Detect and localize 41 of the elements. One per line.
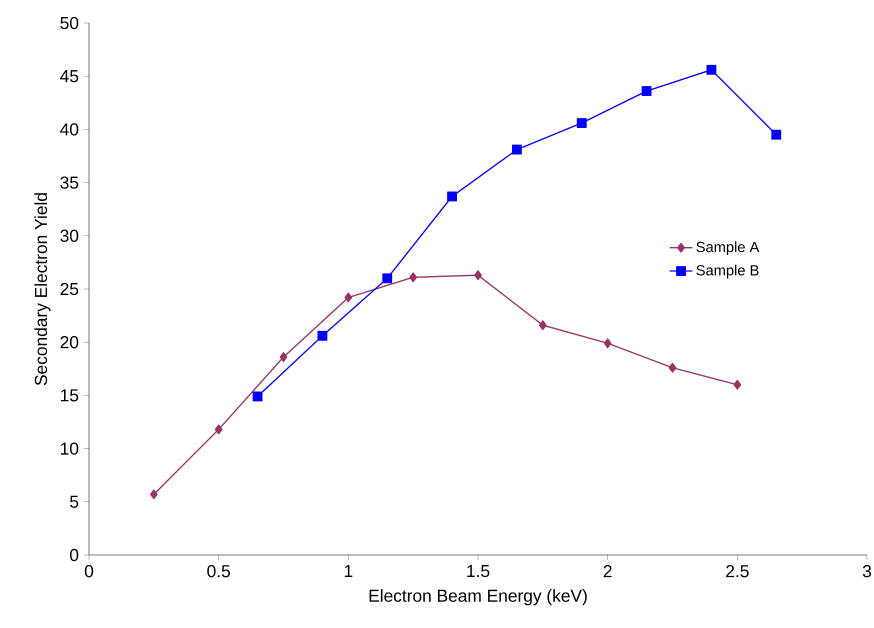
y-tick-label: 50 xyxy=(60,16,78,30)
point xyxy=(382,273,392,284)
y-tick-label: 10 xyxy=(60,442,78,455)
y-tick-label: 35 xyxy=(60,176,78,189)
point xyxy=(538,320,547,330)
point xyxy=(150,489,158,500)
point xyxy=(576,118,587,128)
point xyxy=(409,272,418,282)
point xyxy=(604,338,612,348)
legend-label: Sample B xyxy=(696,264,759,278)
x-tick-label: 0 xyxy=(84,565,94,578)
point xyxy=(642,86,652,96)
x-tick-label: 0.5 xyxy=(207,565,230,578)
y-axis-title: Secondary Electron Yield xyxy=(34,193,51,386)
point xyxy=(214,424,223,434)
y-tick-label: 15 xyxy=(60,389,78,402)
x-tick-label: 2.5 xyxy=(726,565,749,578)
legend-label: Sample A xyxy=(696,241,760,256)
y-tick-label: 40 xyxy=(60,123,78,136)
point xyxy=(252,392,263,402)
y-tick-label: 20 xyxy=(60,336,78,348)
point xyxy=(280,352,288,362)
y-tick-label: 45 xyxy=(60,70,78,82)
x-axis-title: Electron Beam Energy (keV) xyxy=(370,589,587,606)
point xyxy=(706,64,716,75)
x-tick-label: 1.5 xyxy=(467,565,490,578)
point xyxy=(771,130,782,140)
point xyxy=(447,191,458,202)
y-tick-label: 0 xyxy=(70,548,78,562)
x-tick-label: 3 xyxy=(862,565,872,578)
point xyxy=(668,362,676,373)
x-tick-label: 2 xyxy=(604,565,612,578)
y-tick-label: 5 xyxy=(70,496,78,508)
point xyxy=(474,270,482,280)
point xyxy=(512,144,522,155)
x-tick-label: 1 xyxy=(344,565,352,577)
point xyxy=(317,330,328,341)
y-tick-label: 30 xyxy=(60,230,78,242)
point xyxy=(733,380,742,390)
y-tick-label: 25 xyxy=(60,282,78,296)
point xyxy=(344,292,352,302)
